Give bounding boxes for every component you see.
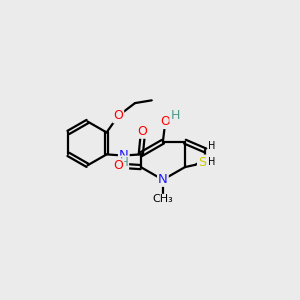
Text: H: H bbox=[119, 156, 128, 170]
Text: S: S bbox=[198, 155, 206, 169]
Text: N: N bbox=[158, 173, 168, 186]
Text: O: O bbox=[113, 159, 123, 172]
Text: N: N bbox=[119, 148, 129, 162]
Text: O: O bbox=[113, 109, 123, 122]
Text: O: O bbox=[138, 125, 148, 138]
Text: CH₃: CH₃ bbox=[152, 194, 173, 204]
Text: H: H bbox=[170, 109, 180, 122]
Text: H: H bbox=[208, 158, 216, 167]
Text: H: H bbox=[208, 141, 216, 151]
Text: O: O bbox=[160, 115, 170, 128]
